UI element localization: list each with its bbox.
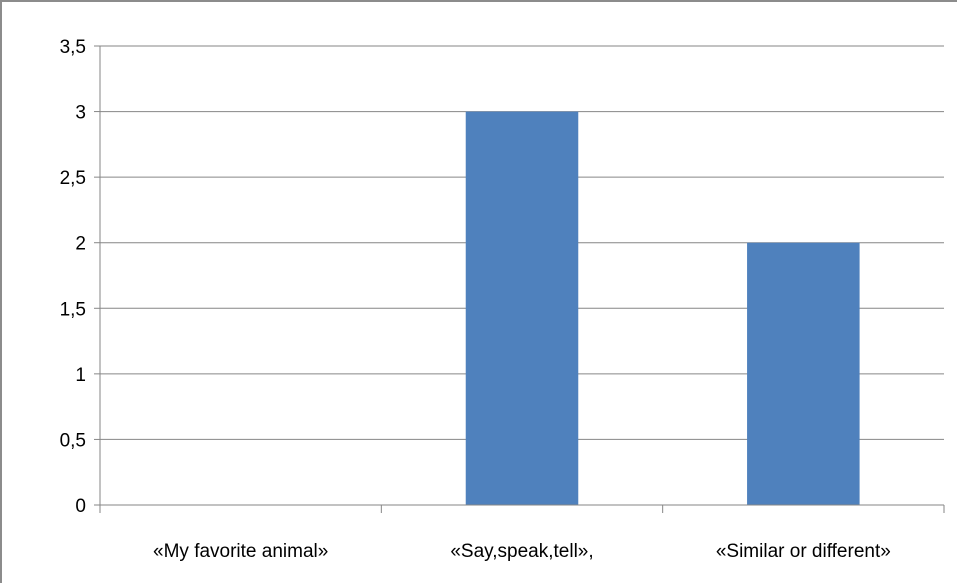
axes [94,45,945,513]
x-category-label: «My favorite animal» [153,541,328,562]
y-tick-label: 1 [75,365,86,386]
y-tick-label: 2 [75,234,86,255]
y-tick-label: 2,5 [60,168,86,189]
y-tick-label: 3 [75,103,86,124]
x-axis-category-labels: «My favorite animal» «Say,speak,tell», «Si… [153,541,891,562]
bars [465,111,860,506]
y-tick-label: 1,5 [60,299,86,320]
y-tick-label: 0 [75,496,86,517]
bar [747,242,860,505]
bar [465,111,579,506]
x-category-label: «Similar or different» [716,541,891,562]
y-axis-tick-labels: 0 0,5 1 1,5 2 2,5 3 3,5 [60,37,86,517]
x-category-label: «Say,speak,tell», [450,541,593,562]
y-tick-label: 3,5 [60,37,86,58]
y-tick-label: 0,5 [60,430,86,451]
